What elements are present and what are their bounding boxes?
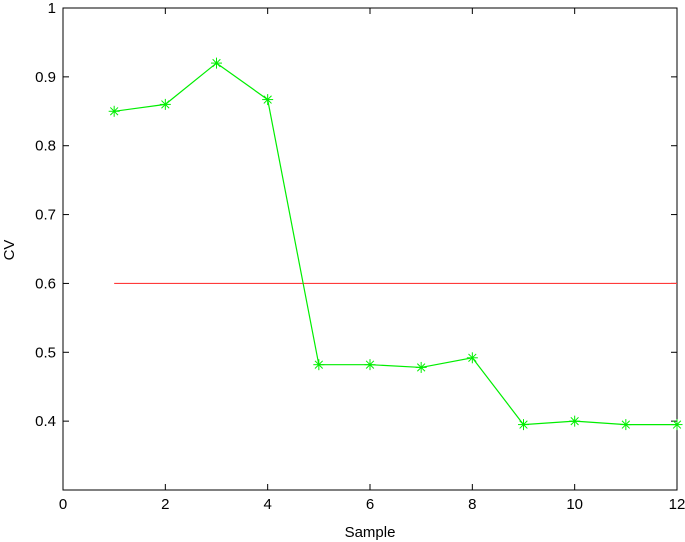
data-point	[211, 57, 222, 69]
x-axis-label: Sample	[345, 524, 396, 541]
plot-area	[62, 7, 678, 491]
y-tick-label: 0.6	[35, 275, 56, 292]
data-point	[466, 352, 478, 364]
y-tick-label: 0.8	[35, 138, 56, 155]
data-point	[518, 419, 529, 431]
data-point	[671, 419, 683, 431]
data-point	[159, 98, 171, 110]
y-tick-label: 0.5	[35, 344, 56, 361]
x-tick-label: 8	[468, 496, 476, 513]
series-line	[114, 62, 677, 426]
data-point	[108, 105, 120, 117]
x-tick-label: 2	[161, 496, 169, 513]
data-point	[364, 359, 376, 371]
y-tick-label: 1	[48, 0, 56, 17]
data-point	[569, 415, 581, 427]
x-tick-label: 0	[59, 496, 67, 513]
data-point	[262, 94, 274, 106]
y-tick-label: 0.4	[35, 413, 56, 430]
x-tick-label: 6	[366, 496, 374, 513]
data-series	[108, 57, 683, 431]
x-tick-label: 10	[566, 496, 583, 513]
tick-labels: 0 2 4 6 8 10 12 0.4 0.5 0.6 0.7 0.8 0.9 1	[35, 0, 685, 513]
y-tick-label: 0.7	[35, 207, 56, 224]
y-tick-label: 0.9	[35, 69, 56, 86]
data-point	[313, 359, 325, 371]
x-tick-label: 12	[669, 496, 685, 513]
x-tick-label: 4	[263, 496, 271, 513]
data-point	[415, 361, 427, 373]
data-point	[620, 419, 632, 431]
y-axis-label: CV	[1, 240, 18, 261]
axis-ticks	[62, 7, 678, 490]
